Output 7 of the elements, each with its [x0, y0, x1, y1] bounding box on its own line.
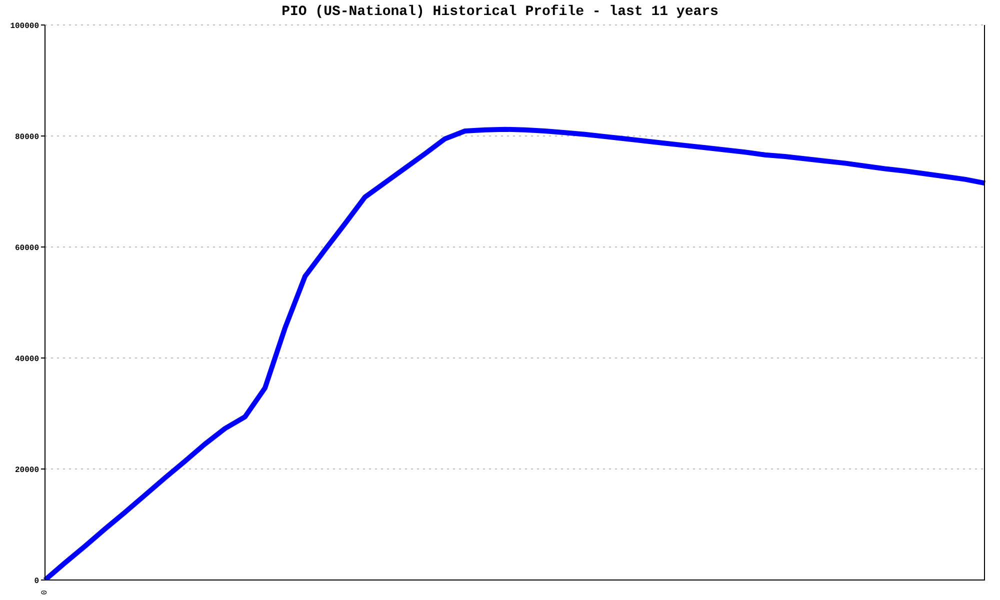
y-tick-label: 0: [34, 576, 40, 586]
chart-title: PIO (US-National) Historical Profile - last 11 years: [280, 4, 720, 20]
y-tick-label: 60000: [14, 244, 40, 253]
y-tick-label: 80000: [14, 132, 40, 142]
y-tick-label: 20000: [14, 466, 40, 475]
y-tick-label: 40000: [14, 354, 40, 364]
y-tick-label: 100000: [10, 22, 40, 31]
